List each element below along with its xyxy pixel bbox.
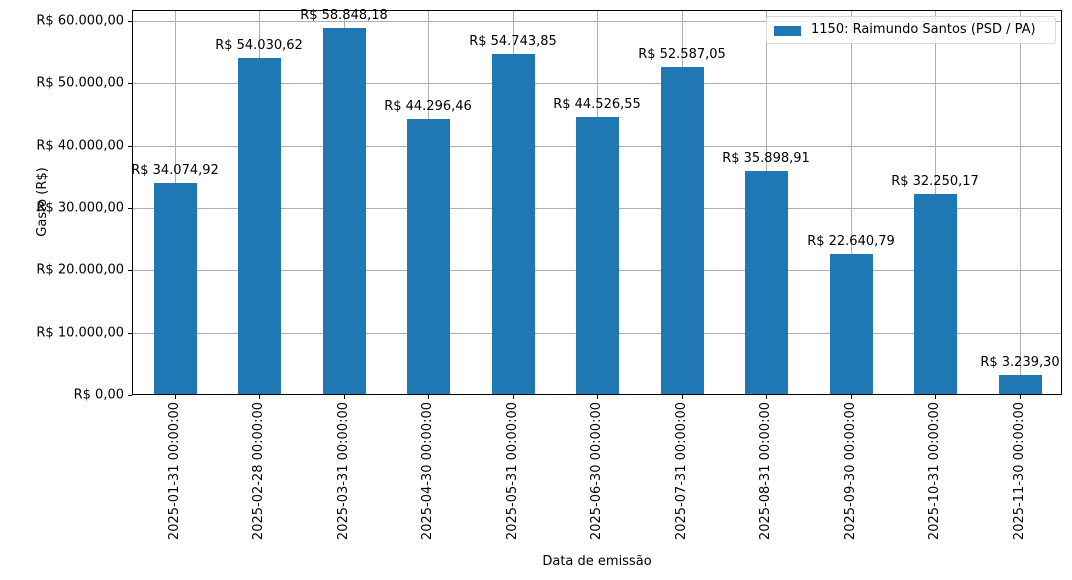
y-tick-mark	[128, 146, 132, 147]
y-tick-label: R$ 0,00	[73, 387, 124, 403]
x-tick-mark	[428, 395, 429, 399]
bar	[237, 58, 281, 395]
y-tick-mark	[128, 333, 132, 334]
bar	[998, 374, 1042, 395]
x-tick-label: 2025-05-31 00:00:00	[505, 402, 520, 541]
y-tick-label: R$ 10.000,00	[36, 325, 124, 341]
bar-value-label: R$ 22.640,79	[807, 233, 895, 249]
x-tick-mark	[766, 395, 767, 399]
bar	[406, 118, 450, 395]
bar-value-label: R$ 44.526,55	[553, 97, 641, 113]
bar	[491, 53, 535, 395]
plot-area	[132, 10, 1062, 395]
y-tick-label: R$ 20.000,00	[36, 262, 124, 278]
bar-value-label: R$ 44.296,46	[384, 98, 472, 114]
x-tick-label: 2025-07-31 00:00:00	[674, 402, 689, 541]
y-tick-mark	[128, 395, 132, 396]
x-tick-label: 2025-09-30 00:00:00	[843, 402, 858, 541]
bar-value-label: R$ 35.898,91	[722, 151, 810, 167]
bar-value-label: R$ 58.848,18	[300, 8, 388, 24]
x-tick-mark	[259, 395, 260, 399]
x-tick-label: 2025-06-30 00:00:00	[589, 402, 604, 541]
bar	[829, 253, 873, 395]
x-tick-label: 2025-04-30 00:00:00	[420, 402, 435, 541]
x-tick-label: 2025-03-31 00:00:00	[336, 402, 351, 541]
x-tick-label: 2025-11-30 00:00:00	[1012, 402, 1027, 541]
x-tick-mark	[851, 395, 852, 399]
bar-value-label: R$ 3.239,30	[980, 354, 1060, 370]
bar-value-label: R$ 34.074,92	[131, 162, 219, 178]
bar-value-label: R$ 54.030,62	[215, 38, 303, 54]
x-tick-mark	[344, 395, 345, 399]
legend-swatch	[774, 26, 801, 36]
gridline-vertical	[851, 10, 852, 395]
bar-value-label: R$ 32.250,17	[891, 173, 979, 189]
y-axis-label: Gasto (R$)	[35, 167, 51, 237]
x-tick-mark	[682, 395, 683, 399]
bar	[660, 67, 704, 395]
x-tick-label: 2025-08-31 00:00:00	[758, 402, 773, 541]
y-tick-mark	[128, 270, 132, 271]
x-tick-label: 2025-01-31 00:00:00	[167, 402, 182, 541]
x-tick-mark	[1020, 395, 1021, 399]
y-tick-label: R$ 40.000,00	[36, 138, 124, 154]
y-tick-mark	[128, 208, 132, 209]
bar	[913, 193, 957, 395]
x-tick-mark	[513, 395, 514, 399]
bar-value-label: R$ 54.743,85	[469, 33, 557, 49]
bar	[322, 28, 366, 395]
bar	[744, 171, 788, 395]
bar-value-label: R$ 52.587,05	[638, 47, 726, 63]
x-tick-mark	[935, 395, 936, 399]
y-tick-label: R$ 60.000,00	[36, 13, 124, 29]
legend-label: 1150: Raimundo Santos (PSD / PA)	[811, 22, 1036, 37]
x-tick-mark	[597, 395, 598, 399]
bar	[153, 182, 197, 395]
bar	[575, 117, 619, 395]
y-tick-label: R$ 50.000,00	[36, 75, 124, 91]
y-tick-mark	[128, 83, 132, 84]
x-tick-label: 2025-02-28 00:00:00	[251, 402, 266, 541]
x-tick-label: 2025-10-31 00:00:00	[927, 402, 942, 541]
gridline-vertical	[1020, 10, 1021, 395]
x-tick-mark	[175, 395, 176, 399]
y-tick-label: R$ 30.000,00	[36, 200, 124, 216]
y-tick-mark	[128, 21, 132, 22]
x-axis-label: Data de emissão	[542, 554, 652, 569]
legend: 1150: Raimundo Santos (PSD / PA)	[766, 16, 1056, 44]
